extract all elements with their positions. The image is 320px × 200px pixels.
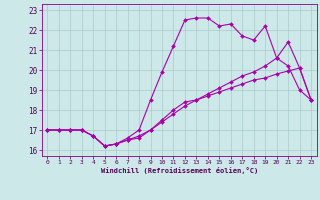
X-axis label: Windchill (Refroidissement éolien,°C): Windchill (Refroidissement éolien,°C) — [100, 167, 258, 174]
